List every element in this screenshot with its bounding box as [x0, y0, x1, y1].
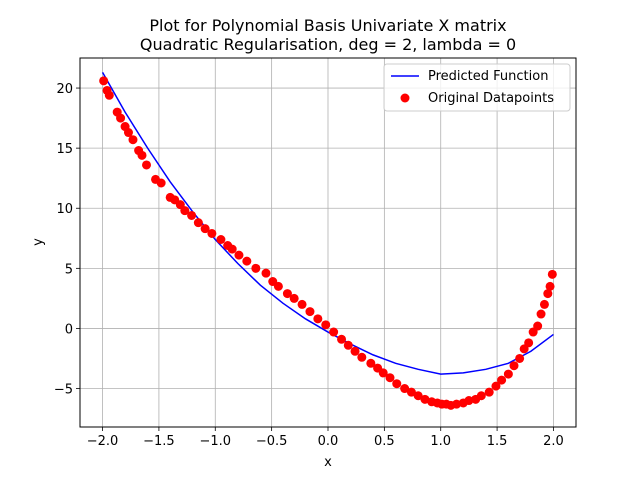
legend-box — [383, 63, 571, 112]
data-point — [400, 384, 410, 394]
x-tick-label: 2.0 — [543, 434, 564, 449]
predicted-function-line — [101, 72, 554, 375]
data-point — [464, 396, 474, 406]
data-point — [273, 281, 283, 291]
legend-label-predicted: Predicted Function — [428, 69, 548, 84]
data-point — [104, 90, 114, 100]
y-tick-label: −5 — [54, 383, 73, 398]
data-point — [503, 369, 513, 379]
data-point — [234, 250, 244, 260]
x-tick-label: 1.5 — [487, 434, 508, 449]
y-tick-label: 15 — [56, 142, 73, 157]
chart-subtitle: Quadratic Regularisation, deg = 2, lambd… — [140, 35, 516, 54]
y-tick-label: 0 — [65, 322, 73, 337]
data-point — [337, 334, 347, 344]
data-point — [533, 321, 543, 331]
series-layer — [99, 72, 557, 410]
data-point — [509, 361, 519, 371]
data-point — [343, 340, 353, 350]
data-point — [251, 263, 261, 273]
x-tick-label: −1.5 — [143, 434, 175, 449]
data-point — [282, 289, 292, 299]
data-point — [536, 309, 546, 319]
y-axis-label: y — [31, 238, 46, 246]
data-point — [216, 235, 226, 244]
y-tick-label: 5 — [65, 262, 73, 277]
data-point — [137, 150, 147, 160]
data-point — [476, 391, 486, 401]
data-point — [543, 289, 553, 299]
legend: Predicted Function Original Datapoints — [383, 63, 571, 112]
x-axis-ticks: −2.0 −1.5 −1.0 −0.5 0.0 0.5 1.0 1.5 2.0 — [87, 427, 564, 449]
data-point — [357, 352, 367, 362]
chart-title: Plot for Polynomial Basis Univariate X m… — [149, 16, 506, 35]
data-point — [539, 299, 549, 309]
y-tick-label: 20 — [56, 82, 73, 97]
data-point — [350, 346, 360, 356]
data-point — [142, 160, 152, 170]
data-point — [545, 281, 555, 291]
data-point — [524, 338, 534, 348]
x-tick-label: 1.0 — [430, 434, 451, 449]
data-point — [406, 387, 416, 397]
data-point — [329, 327, 339, 337]
y-axis-ticks: −5 0 5 10 15 20 — [54, 82, 80, 398]
data-point — [187, 210, 197, 220]
data-point — [452, 399, 462, 409]
data-point — [378, 368, 388, 378]
legend-dot-swatch — [400, 93, 410, 103]
data-point — [116, 113, 126, 123]
data-point — [413, 391, 423, 401]
data-point — [491, 381, 501, 391]
data-point — [420, 394, 430, 404]
data-point — [392, 379, 402, 389]
data-point — [497, 375, 507, 385]
x-tick-label: −1.0 — [199, 434, 231, 449]
data-point — [156, 178, 166, 188]
x-tick-label: −2.0 — [87, 434, 119, 449]
data-point — [123, 128, 133, 138]
data-point — [313, 314, 323, 324]
data-point — [321, 320, 331, 330]
plot-frame — [79, 57, 577, 428]
x-tick-label: −0.5 — [256, 434, 288, 449]
x-tick-label: 0.0 — [318, 434, 339, 449]
data-point — [242, 256, 252, 266]
data-point — [305, 307, 315, 317]
data-point — [484, 387, 494, 397]
data-point — [289, 293, 299, 303]
x-tick-label: 0.5 — [374, 434, 395, 449]
data-point — [227, 244, 237, 254]
y-tick-label: 10 — [56, 202, 73, 217]
data-point — [297, 299, 307, 309]
data-point — [200, 224, 210, 234]
data-point — [180, 206, 190, 216]
data-point — [515, 353, 525, 363]
legend-label-original: Original Datapoints — [428, 91, 554, 106]
data-point — [128, 135, 138, 145]
data-point — [385, 373, 395, 383]
x-axis-label: x — [324, 455, 332, 470]
data-point — [193, 218, 203, 228]
data-point — [99, 76, 109, 86]
data-point — [366, 358, 376, 368]
data-point — [261, 268, 271, 278]
data-point — [207, 228, 217, 238]
data-point — [547, 269, 557, 279]
